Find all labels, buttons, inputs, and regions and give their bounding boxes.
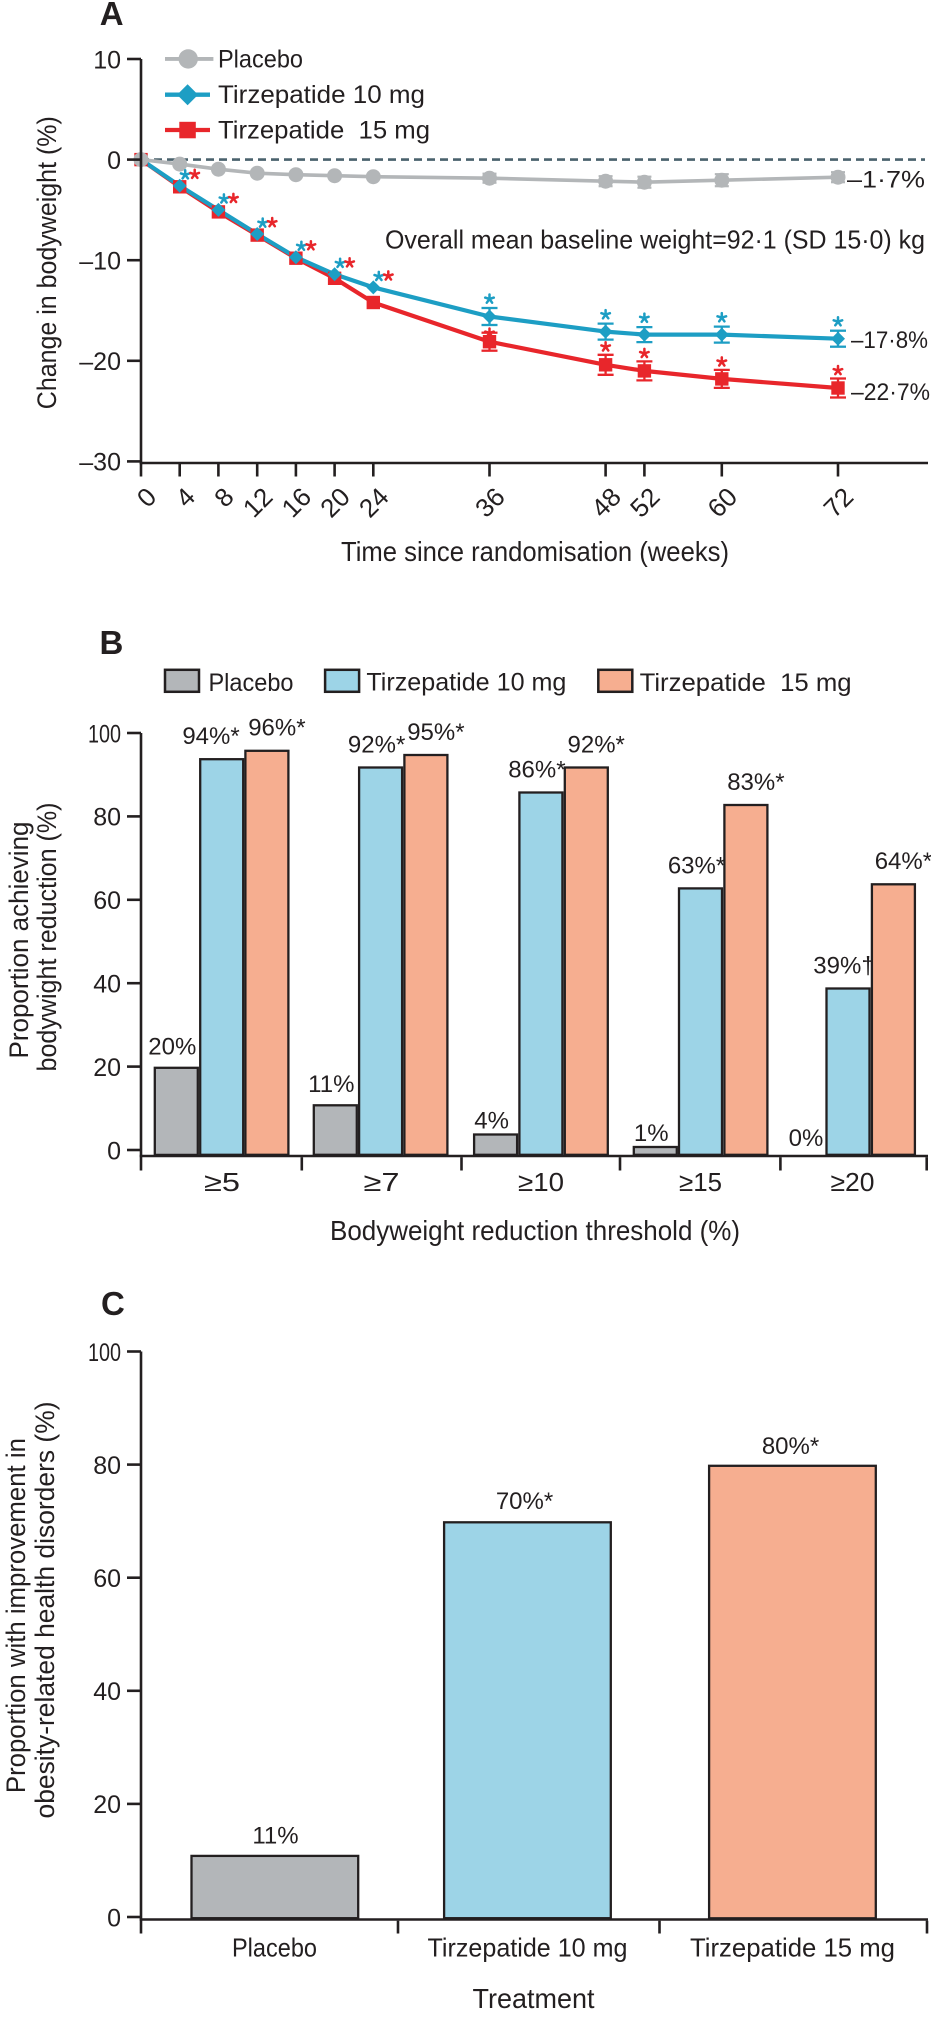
- svg-text:Bodyweight reduction threshold: Bodyweight reduction threshold (%): [330, 1215, 740, 1246]
- svg-text:–17·8%: –17·8%: [851, 327, 928, 354]
- svg-text:95%*: 95%*: [407, 719, 464, 746]
- svg-text:Tirzepatide 15 mg: Tirzepatide 15 mg: [218, 117, 430, 145]
- svg-text:39%†: 39%†: [813, 952, 874, 979]
- svg-text:11%: 11%: [308, 1071, 354, 1098]
- svg-text:4%: 4%: [474, 1107, 509, 1134]
- svg-text:–20: –20: [79, 348, 121, 376]
- svg-text:20%: 20%: [148, 1034, 196, 1061]
- svg-text:0: 0: [107, 1904, 121, 1932]
- svg-text:86%*: 86%*: [508, 756, 565, 783]
- svg-text:≥5: ≥5: [204, 1167, 240, 1197]
- svg-text:60: 60: [93, 1565, 121, 1593]
- svg-text:obesity-related health disorde: obesity-related health disorders (%): [30, 1402, 60, 1819]
- svg-text:Proportion with improvement in: Proportion with improvement in: [1, 1438, 31, 1793]
- svg-text:94%*: 94%*: [182, 723, 239, 750]
- svg-text:83%*: 83%*: [727, 769, 784, 796]
- svg-text:Overall mean baseline weight=9: Overall mean baseline weight=92·1 (SD 15…: [385, 225, 925, 255]
- svg-text:Time since randomisation (week: Time since randomisation (weeks): [341, 536, 729, 567]
- svg-text:Treatment: Treatment: [473, 1983, 595, 2013]
- svg-text:Placebo: Placebo: [209, 669, 294, 697]
- svg-text:11%: 11%: [252, 1823, 298, 1850]
- svg-text:40: 40: [93, 971, 121, 999]
- svg-text:bodywight reduction (%): bodywight reduction (%): [32, 803, 62, 1072]
- svg-text:Placebo: Placebo: [218, 46, 303, 74]
- svg-text:80: 80: [93, 804, 121, 832]
- svg-text:20: 20: [93, 1791, 121, 1819]
- svg-text:–10: –10: [79, 248, 121, 276]
- svg-text:B: B: [100, 624, 124, 661]
- svg-text:40: 40: [93, 1678, 121, 1706]
- svg-text:≥7: ≥7: [364, 1167, 400, 1197]
- svg-text:80: 80: [93, 1452, 121, 1480]
- svg-text:Tirzepatide 10 mg: Tirzepatide 10 mg: [218, 81, 425, 109]
- svg-text:≥10: ≥10: [518, 1167, 564, 1197]
- svg-text:Proportion achieving: Proportion achieving: [4, 822, 34, 1059]
- svg-text:≥20: ≥20: [831, 1167, 875, 1197]
- svg-text:0: 0: [107, 1137, 121, 1165]
- svg-text:A: A: [100, 0, 124, 32]
- svg-text:0%: 0%: [789, 1125, 824, 1152]
- svg-text:96%*: 96%*: [248, 715, 305, 742]
- svg-text:60: 60: [93, 887, 121, 915]
- svg-text:–30: –30: [79, 449, 121, 477]
- svg-text:80%*: 80%*: [762, 1433, 819, 1460]
- svg-text:92%*: 92%*: [348, 731, 405, 758]
- svg-text:92%*: 92%*: [568, 731, 625, 758]
- svg-text:–22·7%: –22·7%: [851, 379, 930, 406]
- svg-text:Change in bodyweight (%): Change in bodyweight (%): [32, 116, 62, 409]
- svg-text:100: 100: [88, 1339, 121, 1367]
- svg-text:70%*: 70%*: [496, 1488, 553, 1515]
- svg-text:–1·7%: –1·7%: [847, 167, 925, 194]
- svg-text:1%: 1%: [634, 1120, 669, 1147]
- svg-text:Tirzepatide 10 mg: Tirzepatide 10 mg: [366, 669, 566, 697]
- svg-text:Tirzepatide 15 mg: Tirzepatide 15 mg: [690, 1933, 895, 1963]
- svg-text:63%*: 63%*: [668, 852, 725, 879]
- svg-text:≥15: ≥15: [679, 1167, 722, 1197]
- svg-text:Placebo: Placebo: [232, 1933, 317, 1963]
- svg-text:20: 20: [93, 1054, 121, 1082]
- svg-text:Tirzepatide 15 mg: Tirzepatide 15 mg: [640, 669, 852, 697]
- svg-text:64%*: 64%*: [875, 848, 931, 875]
- svg-text:10: 10: [93, 46, 121, 74]
- svg-text:C: C: [101, 1285, 125, 1322]
- svg-text:0: 0: [107, 147, 121, 175]
- svg-text:100: 100: [88, 720, 121, 748]
- svg-text:Tirzepatide 10 mg: Tirzepatide 10 mg: [428, 1933, 628, 1963]
